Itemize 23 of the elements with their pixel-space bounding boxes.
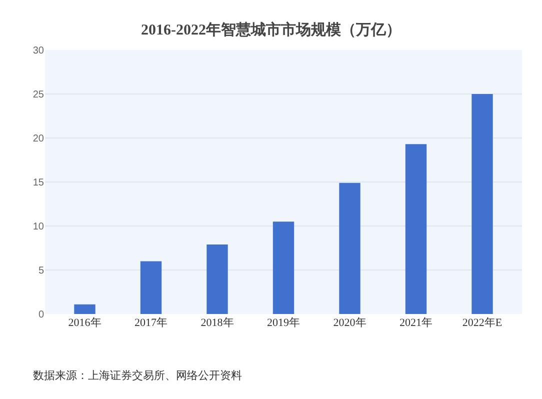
y-tick-label: 15: [32, 178, 44, 188]
y-tick-label: 5: [38, 266, 44, 276]
bar: [74, 304, 96, 314]
x-tick-label: 2021年: [400, 317, 432, 329]
y-tick-label: 20: [32, 134, 44, 144]
bar: [339, 182, 360, 314]
y-tick-label: 25: [32, 90, 44, 100]
x-tick-label: 2017年: [134, 317, 168, 329]
x-tick-label: 2016年: [68, 317, 102, 329]
x-tick-label: 2018年: [200, 317, 234, 329]
y-tick-label: 0: [38, 310, 44, 320]
bar: [272, 222, 294, 314]
source-note: 数据来源：上海证券交易所、网络公开资料: [33, 369, 242, 382]
bar: [405, 144, 427, 314]
x-tick-label: 2020年: [333, 317, 366, 329]
y-tick-label: 10: [32, 222, 44, 232]
x-tick-label: 2022年E: [462, 317, 502, 329]
y-tick-label: 30: [32, 46, 44, 56]
bar: [472, 94, 493, 314]
x-tick-label: 2019年: [267, 317, 300, 329]
bar: [206, 244, 228, 314]
bar: [140, 261, 162, 314]
chart-title: 2016-2022年智慧城市市场规模（万亿）: [141, 20, 401, 38]
